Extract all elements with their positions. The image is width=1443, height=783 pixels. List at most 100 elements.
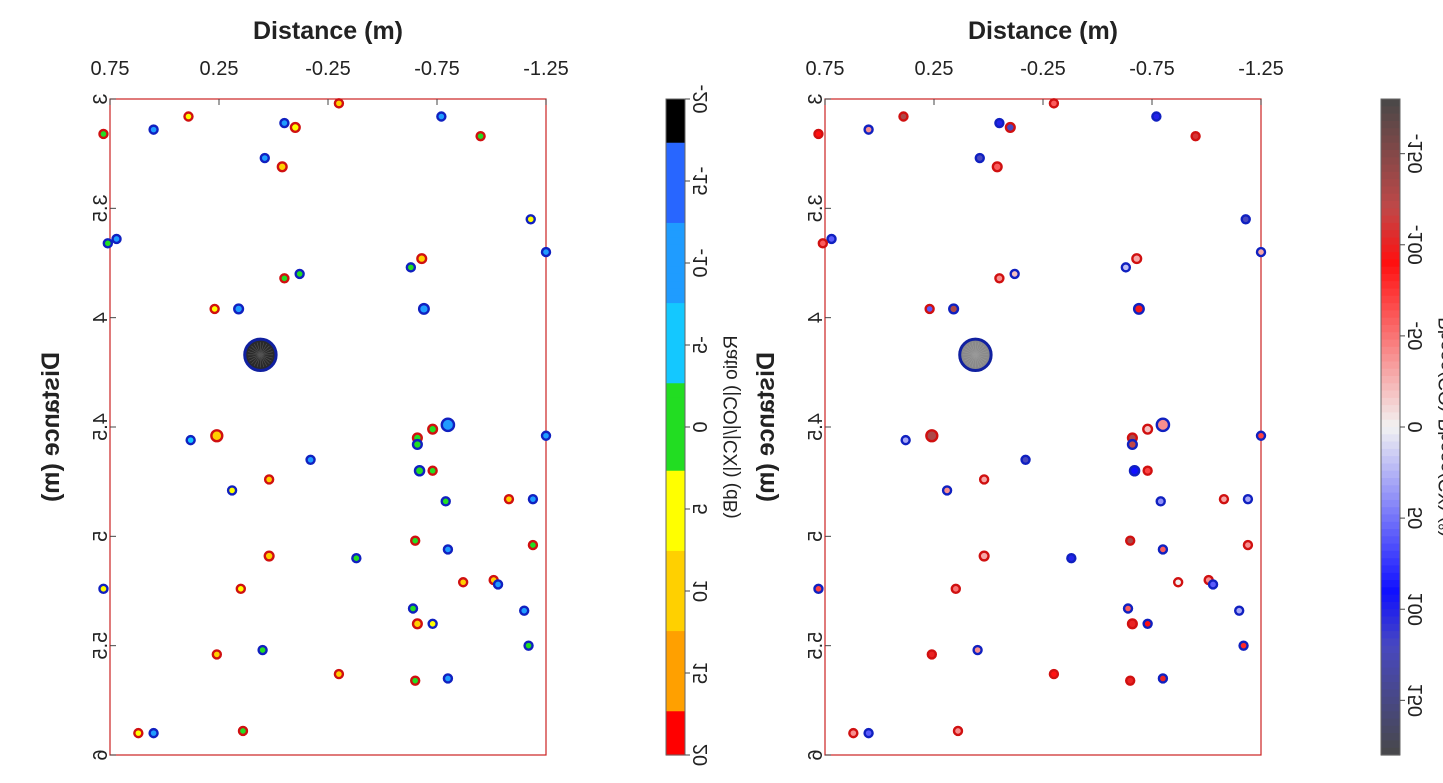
ratio-colorbar-segment (666, 354, 685, 362)
ratio-scatter-point (540, 430, 552, 441)
ratio-colorbar-tick-label: 15 (690, 662, 712, 684)
phase-colorbar-segment (1381, 412, 1400, 421)
phase-colorbar-segment (1381, 324, 1400, 333)
ratio-colorbar-segment (666, 150, 685, 158)
phase-colorbar-segment (1381, 463, 1400, 472)
ratio-scatter-point (407, 603, 419, 614)
phase-colorbar-segment (1381, 128, 1400, 137)
phase-colorbar-tick-label: 150 (1405, 684, 1427, 717)
ratio-scatter-point (233, 303, 245, 315)
phase-scatter-point (1142, 423, 1154, 435)
ratio-scatter-point (102, 238, 114, 249)
phase-scatter-point (1242, 493, 1254, 505)
ratio-center-marker-spoke (260, 354, 264, 368)
phase-colorbar-segment (1381, 521, 1400, 530)
ratio-colorbar-segment (666, 747, 685, 756)
ratio-colorbar-segment (666, 631, 685, 639)
ratio-colorbar-segment (666, 222, 685, 231)
phase-center-marker-spoke (968, 354, 976, 366)
phase-scatter-point (974, 152, 985, 164)
ratio-colorbar-segment (666, 390, 685, 399)
phase-scatter-point (1238, 640, 1249, 651)
ratio-scatter-point (457, 577, 469, 588)
ratio-scatter-point (411, 438, 423, 451)
ratio-center-marker-spoke (260, 345, 270, 356)
phase-scatter-point (1124, 535, 1136, 546)
phase-scatter-point (900, 434, 911, 446)
phase-ytick-label: 4 (805, 312, 827, 323)
phase-colorbar-segment (1381, 645, 1400, 654)
phase-colorbar-segment (1381, 499, 1400, 508)
ratio-colorbar-segment (666, 237, 685, 246)
ratio-center-marker-spoke (251, 354, 261, 365)
ratio-colorbar-segment (666, 718, 685, 727)
phase-center-marker-spoke (975, 354, 988, 359)
phase-colorbar-segment (1381, 164, 1400, 173)
ratio-plot-frame (109, 98, 547, 756)
phase-scatter-point (1131, 253, 1143, 265)
ratio-colorbar-segment (666, 543, 685, 552)
phase-colorbar-tick-label: 50 (1405, 507, 1427, 529)
ratio-colorbar-segment (666, 128, 685, 137)
ratio-center-marker-spoke (249, 354, 261, 362)
phase-colorbar-segment (1381, 208, 1400, 217)
ratio-scatter-point (411, 618, 423, 630)
ratio-colorbar-segment (666, 514, 685, 523)
phase-colorbar-segment (1381, 150, 1400, 158)
phase-colorbar-segment (1381, 383, 1400, 392)
ratio-colorbar-segment (666, 492, 685, 501)
phase-scatter-point (994, 117, 1005, 129)
phase-colorbar-tick-label: -100 (1405, 225, 1427, 265)
phase-colorbar-segment (1381, 201, 1400, 209)
phase-center-marker-spoke (964, 354, 976, 362)
ratio-colorbar-segment (666, 609, 685, 618)
phase-colorbar-segment (1381, 492, 1400, 501)
phase-colorbar-segment (1381, 601, 1400, 610)
phase-colorbar-segment (1381, 266, 1400, 275)
phase-scatter-point (1255, 430, 1267, 441)
ratio-scatter-point (98, 128, 109, 140)
ratio-scatter-point (259, 152, 270, 164)
ratio-colorbar-segment (666, 383, 685, 392)
phase-colorbar-segment (1381, 623, 1400, 632)
phase-colorbar-segment (1381, 99, 1400, 107)
phase-colorbar-segment (1381, 106, 1400, 115)
phase-center-marker-spoke (975, 348, 987, 356)
ratio-colorbar-segment (666, 485, 685, 494)
ratio-center-marker-spoke (253, 354, 261, 366)
ratio-colorbar-segment (666, 696, 685, 705)
ratio-points (98, 98, 552, 739)
phase-scatter-point (1020, 454, 1031, 465)
ratio-panel: -1.25 -0.75 -0.25 0.25 0.75 Distance (m) 3 3.5 4… (37, 17, 742, 766)
ratio-scatter-point (351, 553, 362, 564)
phase-scatter-point (1009, 268, 1020, 280)
ratio-colorbar-segment (666, 266, 685, 275)
phase-center-marker-spoke (975, 351, 988, 356)
ratio-scatter-point (98, 583, 109, 595)
ratio-scatter-point (237, 725, 249, 737)
phase-xtick-label: -0.25 (1020, 58, 1066, 80)
ratio-scatter-point (263, 474, 275, 485)
phase-scatter-point (1066, 553, 1077, 564)
ratio-scatter-point (305, 454, 316, 465)
phase-scatter-point (978, 550, 990, 562)
phase-scatter-point (948, 303, 960, 315)
ratio-scatter-point (209, 303, 220, 315)
phase-colorbar-segment (1381, 747, 1400, 756)
ratio-colorbar-segment (666, 448, 685, 457)
ratio-colorbar-segment (666, 463, 685, 472)
phase-colorbar-tick-label: 0 (1405, 421, 1427, 432)
ratio-center-marker-spoke (260, 354, 268, 366)
phase-scatter-point (1142, 465, 1153, 476)
ratio-colorbar-segment (666, 412, 685, 421)
ratio-center-marker-spoke (260, 354, 270, 365)
phase-ytick-label: 5.5 (805, 632, 827, 660)
phase-colorbar-tick-label: -150 (1405, 134, 1427, 174)
ratio-scatter-point (210, 429, 224, 443)
phase-colorbar-segment (1381, 259, 1400, 268)
ratio-colorbar-segment (666, 565, 685, 574)
phase-center-marker-spoke (971, 342, 976, 355)
ratio-scatter-point (226, 485, 238, 496)
phase-colorbar-segment (1381, 120, 1400, 129)
ratio-colorbar-segment (666, 368, 685, 377)
